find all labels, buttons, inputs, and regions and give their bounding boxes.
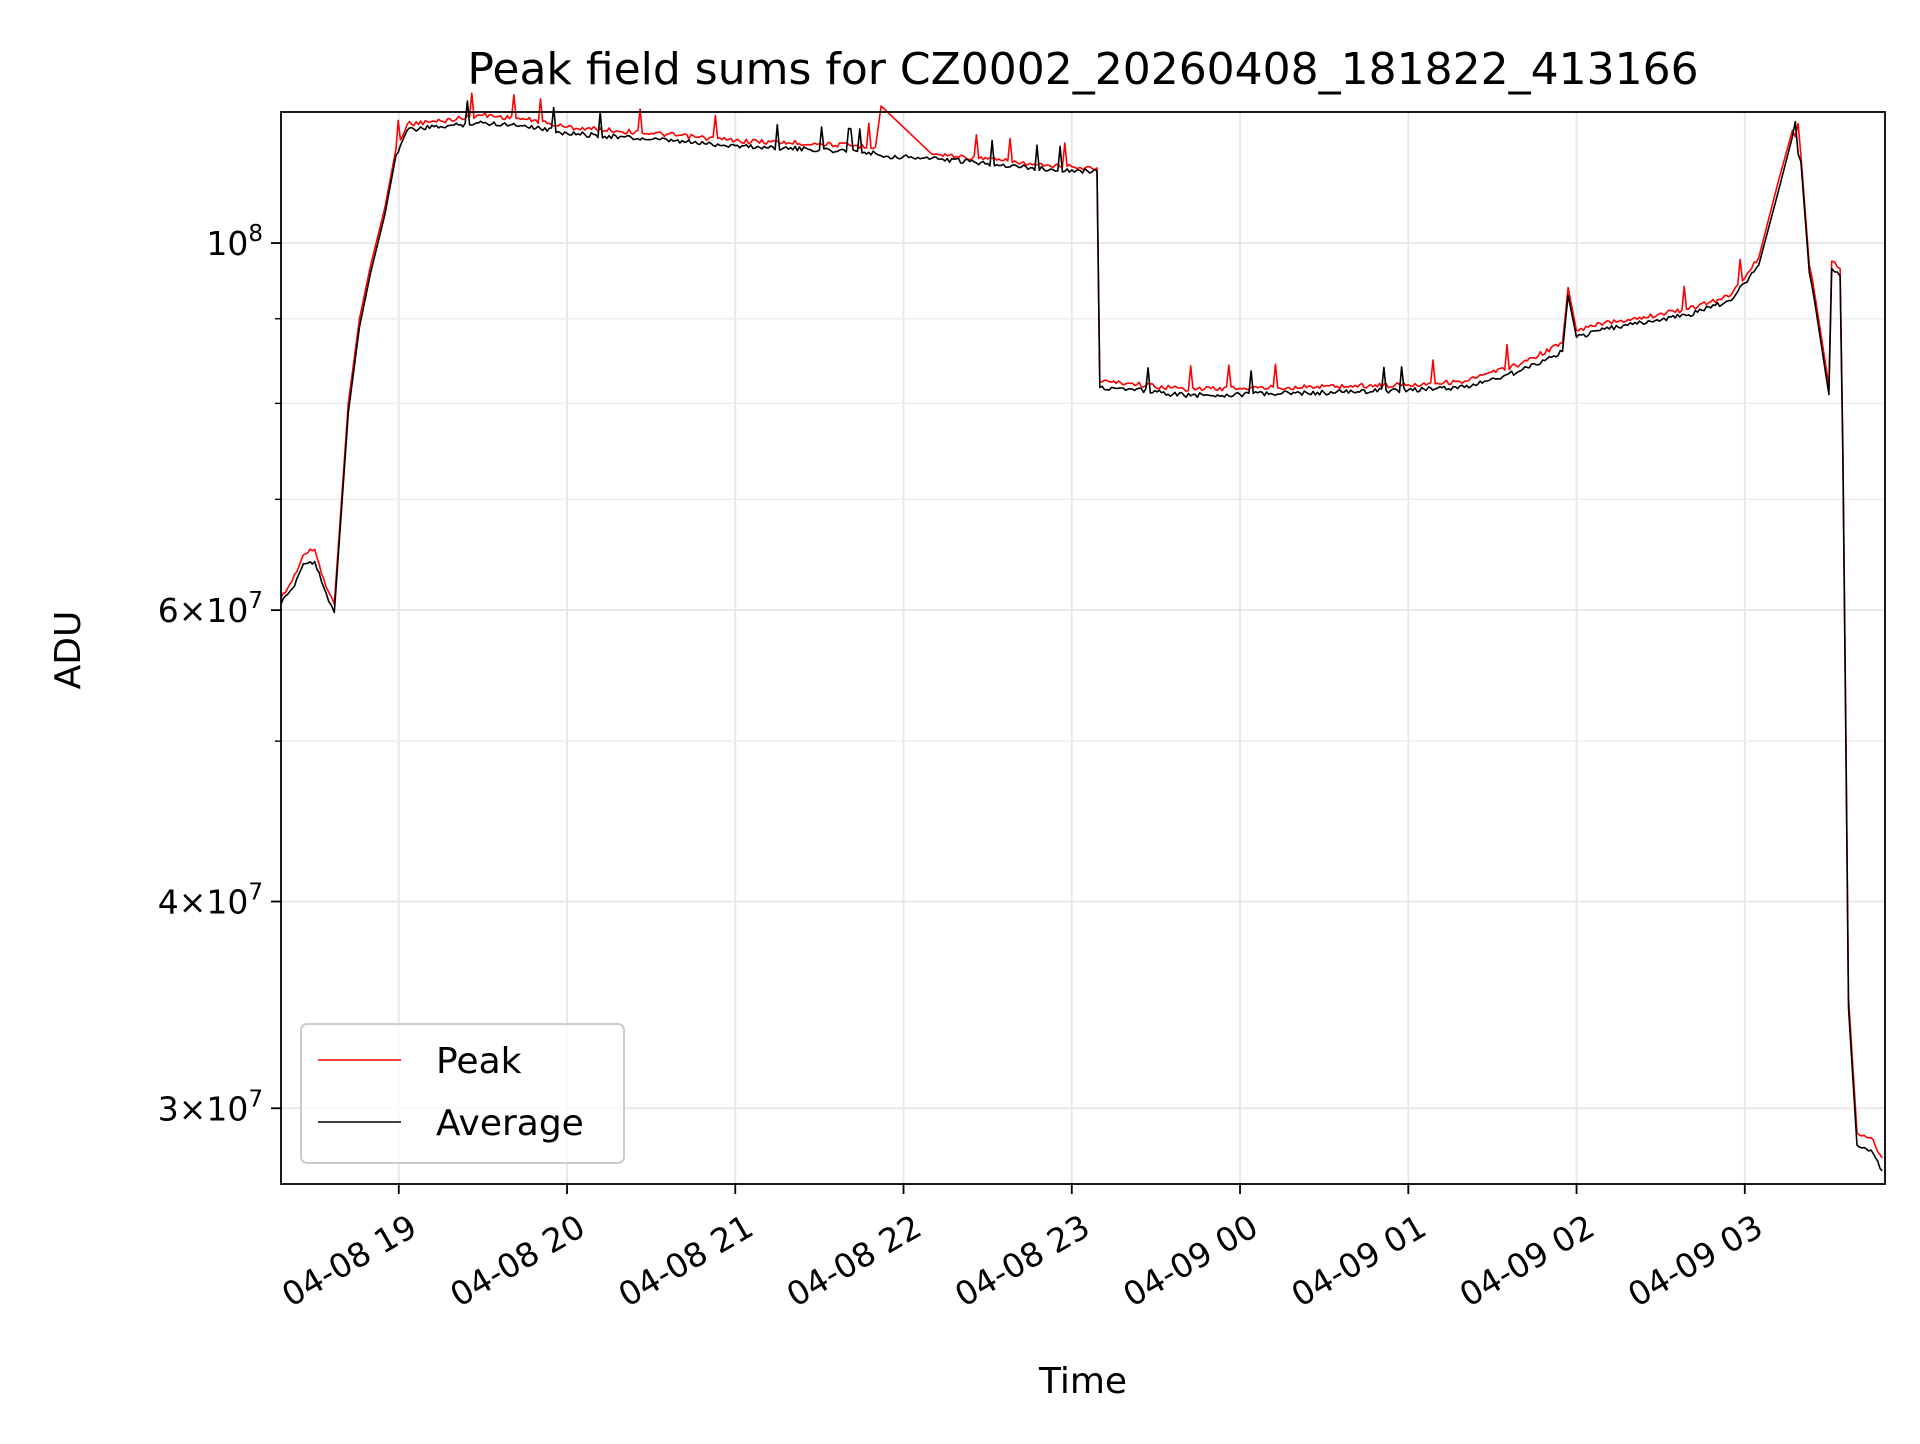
y-tick-label: 108 <box>206 221 263 263</box>
series-line-peak <box>280 92 1883 1159</box>
legend: Peak Average <box>300 1023 625 1164</box>
series-line-average <box>280 100 1883 1172</box>
legend-label-average: Average <box>436 1103 584 1144</box>
y-tick-label: 4×107 <box>158 880 263 922</box>
series-lines <box>280 92 1883 1172</box>
chart-title: Peak field sums for CZ0002_20260408_1818… <box>467 44 1698 95</box>
y-axis-label: ADU <box>48 611 89 690</box>
legend-label-peak: Peak <box>436 1041 522 1082</box>
plot-frame <box>280 111 1886 1185</box>
x-axis-label: Time <box>1038 1361 1127 1402</box>
y-tick-label: 6×107 <box>158 588 263 630</box>
y-tick-label: 3×107 <box>158 1086 263 1128</box>
grid-lines <box>281 112 1885 1184</box>
legend-box <box>300 1023 625 1164</box>
